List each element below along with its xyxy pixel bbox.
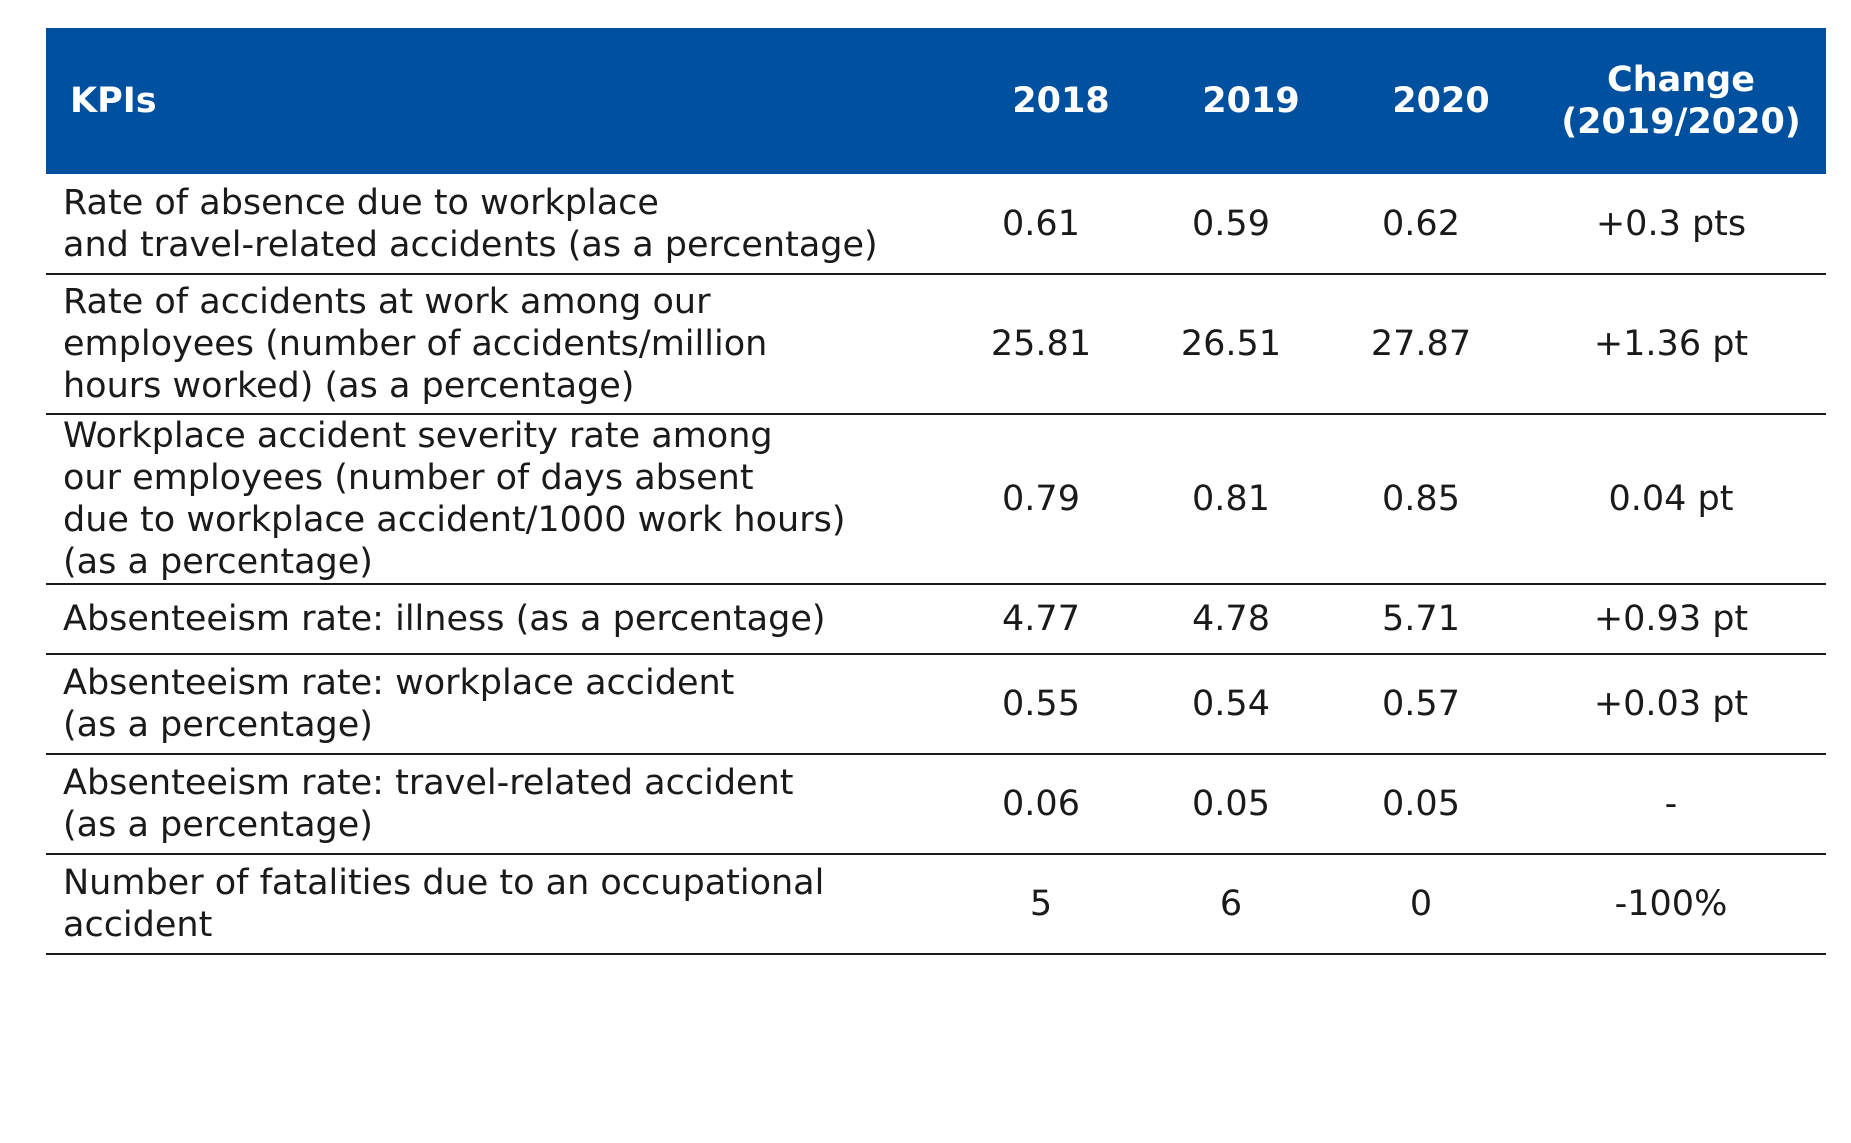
header-year-2019: 2019 — [1202, 81, 1300, 121]
value-change: +1.36 pt — [1536, 274, 1826, 415]
value-2019: 26.51 — [1156, 274, 1346, 415]
header-year-2018: 2018 — [1012, 81, 1110, 121]
header-year-2020: 2020 — [1392, 81, 1490, 121]
value-2020: 0.05 — [1346, 754, 1536, 855]
value-2018: 5 — [966, 854, 1156, 955]
table-row: Rate of accidents at work among our emplo… — [46, 274, 1826, 415]
header-change: Change (2019/2020) — [1536, 28, 1826, 174]
value-2018: 0.06 — [966, 754, 1156, 855]
value-change: +0.93 pt — [1536, 584, 1826, 655]
value-2018: 0.79 — [966, 414, 1156, 585]
value-change: +0.3 pts — [1536, 174, 1826, 275]
value-change: -100% — [1536, 854, 1826, 955]
table-row: Absenteeism rate: workplace accident (as … — [46, 654, 1826, 755]
kpi-label: Number of fatalities due to an occupatio… — [46, 854, 966, 955]
table-row: Absenteeism rate: illness (as a percenta… — [46, 584, 1826, 655]
table-body: Rate of absence due to workplace and trav… — [46, 174, 1826, 955]
kpi-label-line: hours worked) (as a percentage) — [63, 366, 635, 406]
kpi-label-line: (as a percentage) — [63, 805, 373, 845]
value-change: 0.04 pt — [1536, 414, 1826, 585]
value-2020: 0.57 — [1346, 654, 1536, 755]
table-row: Workplace accident severity rate among ou… — [46, 414, 1826, 585]
value-2019: 0.54 — [1156, 654, 1346, 755]
value-2018: 25.81 — [966, 274, 1156, 415]
kpi-label-line: (as a percentage) — [63, 542, 373, 582]
kpi-table: KPIs 2018 2019 2020 Change (2019/2020) R… — [46, 28, 1826, 955]
value-2018: 4.77 — [966, 584, 1156, 655]
kpi-label: Absenteeism rate: workplace accident (as … — [46, 654, 966, 755]
kpi-label: Rate of absence due to workplace and trav… — [46, 174, 966, 275]
value-2019: 0.59 — [1156, 174, 1346, 275]
table-row: Absenteeism rate: travel-related acciden… — [46, 754, 1826, 855]
kpi-label-line: Absenteeism rate: illness (as a percenta… — [63, 599, 826, 639]
kpi-label-line: Workplace accident severity rate among — [63, 416, 773, 456]
value-2019: 0.05 — [1156, 754, 1346, 855]
value-2020: 27.87 — [1346, 274, 1536, 415]
table-row: Rate of absence due to workplace and trav… — [46, 174, 1826, 275]
value-2020: 5.71 — [1346, 584, 1536, 655]
kpi-label: Absenteeism rate: travel-related acciden… — [46, 754, 966, 855]
value-change: +0.03 pt — [1536, 654, 1826, 755]
kpi-label-line: employees (number of accidents/million — [63, 324, 768, 364]
kpi-label-line: (as a percentage) — [63, 705, 373, 745]
header-change-line2: (2019/2020) — [1561, 102, 1801, 142]
kpi-label-line: Rate of accidents at work among our — [63, 282, 711, 322]
kpi-label-line: Absenteeism rate: workplace accident — [63, 663, 735, 703]
kpi-label: Workplace accident severity rate among ou… — [46, 414, 966, 585]
value-2018: 0.61 — [966, 174, 1156, 275]
value-2020: 0.85 — [1346, 414, 1536, 585]
value-2019: 6 — [1156, 854, 1346, 955]
kpi-label-line: Rate of absence due to workplace — [63, 182, 659, 223]
table-header: KPIs 2018 2019 2020 Change (2019/2020) — [46, 28, 1826, 174]
header-kpis: KPIs — [70, 81, 157, 121]
header-row: KPIs 2018 2019 2020 Change (2019/2020) — [46, 28, 1826, 174]
value-2020: 0.62 — [1346, 174, 1536, 275]
value-2019: 0.81 — [1156, 414, 1346, 585]
value-2018: 0.55 — [966, 654, 1156, 755]
kpi-label-line: Number of fatalities due to an occupatio… — [63, 863, 825, 903]
table-row: Number of fatalities due to an occupatio… — [46, 854, 1826, 955]
kpi-label-line: accident — [63, 905, 213, 945]
value-2020: 0 — [1346, 854, 1536, 955]
value-change: - — [1536, 754, 1826, 855]
value-2019: 4.78 — [1156, 584, 1346, 655]
kpi-label-line: and travel-related accidents (as a perce… — [63, 224, 878, 265]
header-change-line1: Change — [1607, 60, 1755, 100]
kpi-label-line: our employees (number of days absent — [63, 458, 754, 498]
kpi-label: Absenteeism rate: illness (as a percenta… — [46, 584, 966, 655]
kpi-label-line: Absenteeism rate: travel-related acciden… — [63, 763, 794, 803]
kpi-label: Rate of accidents at work among our emplo… — [46, 274, 966, 415]
kpi-label-line: due to workplace accident/1000 work hour… — [63, 500, 846, 540]
